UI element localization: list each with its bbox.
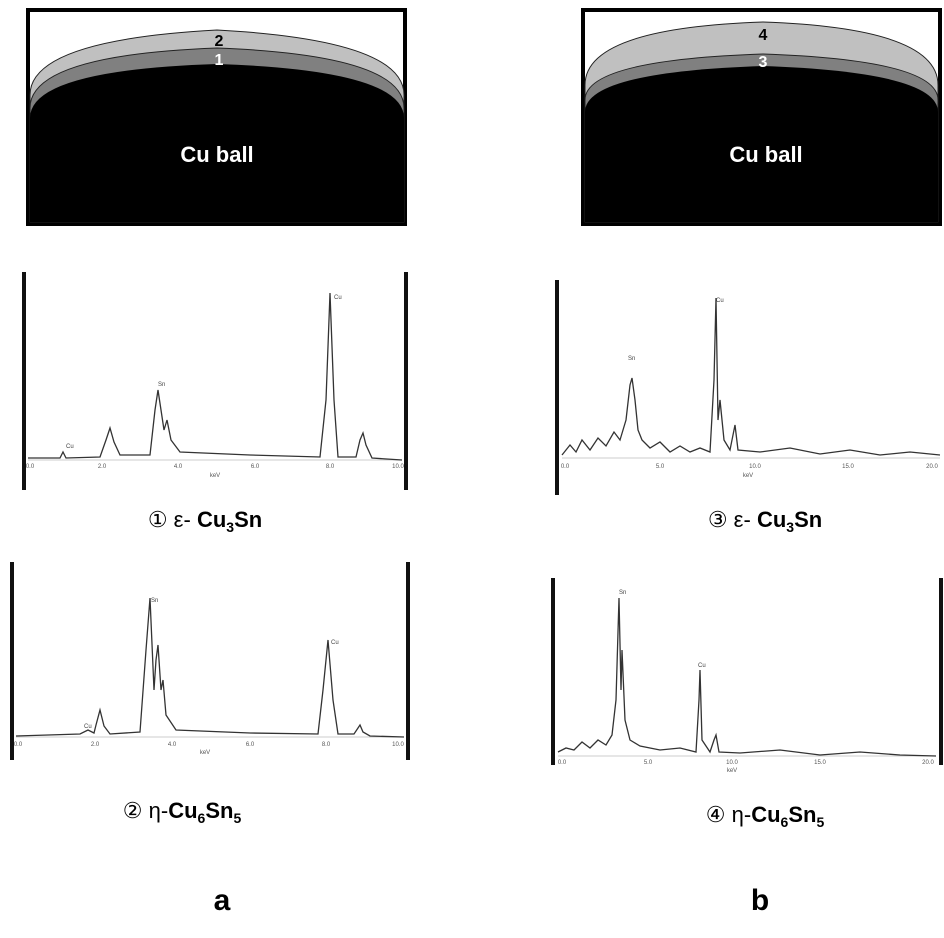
caption: ② η-Cu6Sn5: [123, 798, 242, 826]
caption-phase: ε-: [734, 507, 751, 532]
tick-label: 5.0: [656, 464, 665, 470]
spectrum-a2: Cu Sn Cu 0.0 2.0 4.0 6.0 8.0 10.0 keV ② …: [10, 562, 410, 826]
peak-label: Sn: [158, 382, 165, 388]
caption-subscript: 5: [233, 810, 241, 826]
tick-label: 5.0: [644, 760, 653, 766]
spectrum-trace: [561, 297, 941, 456]
axis-label: keV: [200, 750, 210, 756]
tick-label: 20.0: [926, 464, 938, 470]
axis-label: keV: [727, 768, 737, 774]
tick-label: 4.0: [174, 464, 183, 470]
caption-marker: ③: [708, 507, 728, 532]
tick-label: 15.0: [814, 760, 826, 766]
caption-phase: ε-: [174, 507, 191, 532]
caption-marker: ①: [148, 507, 168, 532]
spectrum-trace: [15, 597, 405, 738]
spectrum-b2: Sn Cu 0.0 5.0 10.0 15.0 20.0 keV ④ η-Cu6…: [551, 578, 943, 830]
tick-label: 0.0: [26, 464, 35, 470]
caption-subscript: 5: [816, 814, 824, 830]
caption-element: Sn: [794, 507, 822, 532]
layer-label: 1: [215, 52, 224, 69]
caption-subscript: 6: [781, 814, 789, 830]
caption-phase: η-: [149, 798, 169, 823]
caption-element: Sn: [234, 507, 262, 532]
tick-label: 10.0: [392, 464, 404, 470]
caption-element: Cu: [757, 507, 786, 532]
spectrum-b1: Sn Cu 0.0 5.0 10.0 15.0 20.0 keV ③ ε- Cu…: [555, 280, 941, 535]
caption-element: Sn: [788, 802, 816, 827]
caption-marker: ④: [706, 802, 726, 827]
axis-label: keV: [210, 473, 220, 479]
tick-label: 0.0: [561, 464, 570, 470]
layer-label: 2: [215, 33, 224, 50]
peak-label: Cu: [84, 724, 92, 730]
ball-label: Cu ball: [729, 142, 802, 167]
tick-label: 8.0: [326, 464, 335, 470]
tick-label: 4.0: [168, 742, 177, 748]
layer-label: 4: [759, 27, 768, 44]
panel-label: b: [751, 884, 769, 917]
tick-label: 10.0: [749, 464, 761, 470]
panel-label: a: [214, 884, 231, 917]
tick-label: 10.0: [392, 742, 404, 748]
peak-label: Cu: [331, 640, 339, 646]
peak-label: Sn: [619, 590, 626, 596]
tick-label: 2.0: [91, 742, 100, 748]
tick-label: 0.0: [14, 742, 23, 748]
tick-label: 8.0: [322, 742, 331, 748]
spectrum-trace: [557, 597, 937, 757]
caption-subscript: 6: [198, 810, 206, 826]
layer-label: 3: [759, 54, 768, 71]
caption: ① ε- Cu3Sn: [148, 507, 262, 535]
caption-element: Cu: [168, 798, 197, 823]
caption-marker: ②: [123, 798, 143, 823]
caption-element: Cu: [751, 802, 780, 827]
peak-label: Sn: [151, 598, 158, 604]
diagram-b: 4 3 Cu ball: [581, 8, 942, 226]
peak-label: Cu: [698, 663, 706, 669]
tick-label: 6.0: [246, 742, 255, 748]
peak-label: Cu: [66, 444, 74, 450]
caption: ③ ε- Cu3Sn: [708, 507, 822, 535]
caption: ④ η-Cu6Sn5: [706, 802, 825, 830]
tick-label: 10.0: [726, 760, 738, 766]
tick-label: 2.0: [98, 464, 107, 470]
tick-label: 20.0: [922, 760, 934, 766]
peak-label: Cu: [716, 298, 724, 304]
axis-label: keV: [743, 473, 753, 479]
tick-label: 6.0: [251, 464, 260, 470]
caption-subscript: 3: [786, 519, 794, 535]
caption-subscript: 3: [226, 519, 234, 535]
tick-label: 15.0: [842, 464, 854, 470]
caption-phase: η-: [732, 802, 752, 827]
peak-label: Cu: [334, 295, 342, 301]
cu-ball: [30, 64, 404, 222]
diagram-a: 2 1 Cu ball: [26, 8, 407, 226]
ball-label: Cu ball: [180, 142, 253, 167]
caption-element: Sn: [205, 798, 233, 823]
tick-label: 0.0: [558, 760, 567, 766]
spectrum-a1: Cu Sn Cu 0.0 2.0 4.0 6.0 8.0 10.0 keV ① …: [22, 272, 408, 535]
spectrum-trace: [28, 292, 403, 461]
cu-ball: [585, 66, 938, 222]
peak-label: Sn: [628, 356, 635, 362]
caption-element: Cu: [197, 507, 226, 532]
